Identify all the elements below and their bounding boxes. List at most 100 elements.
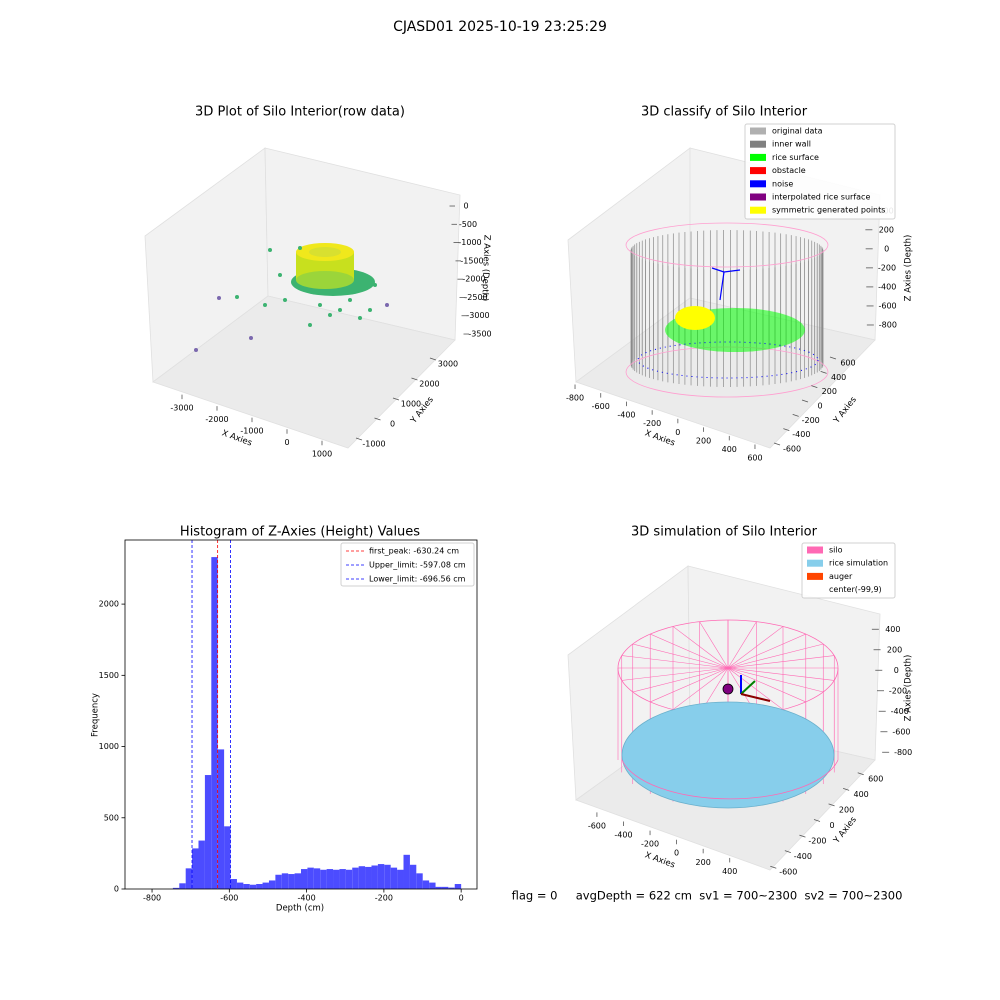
- bar: [403, 854, 410, 889]
- bar: [275, 874, 282, 889]
- x-tick-label: -200: [375, 894, 393, 903]
- bar: [198, 840, 205, 889]
- wire-line: [727, 621, 757, 669]
- noise: [637, 341, 819, 379]
- tick-mark: [843, 787, 850, 791]
- bar: [448, 887, 455, 889]
- bar: [211, 557, 218, 889]
- y-tick-label: 2000: [99, 600, 119, 609]
- rice-simulation: [621, 701, 835, 809]
- z-axis-label: Z Axies (Depth): [904, 235, 914, 302]
- bar: [192, 848, 199, 889]
- silo-outline: [625, 222, 829, 268]
- tick-mark: [411, 377, 418, 381]
- point-cloud: [309, 247, 341, 257]
- legend-label: Upper_limit: -597.08 cm: [369, 561, 466, 570]
- y-tick-label: -600: [783, 445, 801, 454]
- wire-line: [621, 655, 729, 669]
- bar: [288, 874, 295, 889]
- legend-label: noise: [772, 179, 793, 188]
- wire-line: [727, 643, 824, 669]
- z-tick-label: -600: [878, 301, 896, 310]
- bar: [256, 884, 263, 889]
- wire-line: [727, 633, 806, 669]
- x-tick-label: 0: [284, 438, 289, 447]
- wire-line: [672, 626, 729, 669]
- z-tick-label: -500: [459, 220, 477, 229]
- wire-line: [727, 655, 835, 669]
- z-tick-label: -400: [878, 282, 896, 291]
- x-tick-label: -200: [643, 419, 661, 428]
- legend-swatch: [750, 193, 766, 201]
- x-tick-label: 1000: [312, 450, 332, 459]
- bar: [243, 884, 250, 889]
- bar: [397, 869, 404, 889]
- bar: [249, 884, 257, 889]
- pane: [152, 295, 456, 449]
- y-tick-label: 200: [822, 387, 837, 396]
- z-tick-label: -200: [889, 686, 907, 695]
- x-tick-label: 400: [722, 867, 737, 876]
- wire-line: [727, 667, 806, 703]
- z-tick-label: -3500: [468, 330, 491, 339]
- x-tick-label: 0: [675, 428, 680, 437]
- tick-mark: [355, 437, 363, 441]
- legend-swatch: [807, 572, 823, 580]
- bar: [224, 826, 231, 889]
- x-tick-label: 0: [459, 894, 464, 903]
- legend-label: interpolated rice surface: [772, 193, 870, 202]
- x-tick-label: -3000: [170, 404, 193, 413]
- bar: [409, 864, 417, 889]
- z-tick-label: 0: [894, 666, 899, 675]
- x-tick-label: 200: [696, 436, 711, 445]
- wire-line: [650, 667, 729, 703]
- x-tick-label: -600: [220, 894, 238, 903]
- legend-swatch: [750, 140, 766, 148]
- noise: [711, 267, 741, 301]
- x-tick-label: -600: [588, 821, 606, 830]
- x-tick-label: -200: [641, 840, 659, 849]
- wire-line: [727, 626, 784, 669]
- tick-mark: [857, 772, 864, 776]
- tick-mark: [801, 399, 809, 403]
- tick-mark: [770, 865, 777, 869]
- tick-mark: [829, 356, 837, 360]
- bar: [262, 882, 269, 889]
- bar: [333, 869, 340, 889]
- bar: [441, 886, 449, 889]
- bar: [185, 868, 193, 889]
- z-tick-label: -600: [892, 727, 910, 736]
- z-tick-label: -400: [891, 707, 909, 716]
- x-tick-label: 0: [674, 849, 679, 858]
- legend-swatch: [750, 127, 766, 135]
- z-tick-label: 400: [885, 625, 900, 634]
- bar: [371, 865, 378, 889]
- y-tick-label: -400: [794, 852, 812, 861]
- x-tick-label: -600: [592, 402, 610, 411]
- x-tick-label: 400: [722, 445, 737, 454]
- y-tick-label: 1000: [401, 400, 421, 409]
- legend-label: symmetric generated points: [772, 206, 885, 215]
- bar: [345, 869, 353, 889]
- z-tick-label: 0: [884, 244, 889, 253]
- y-tick-label: 0: [390, 420, 395, 429]
- tick-mark: [784, 850, 791, 854]
- z-tick-label: 200: [887, 645, 902, 654]
- bar: [320, 869, 327, 889]
- legend-label: auger: [829, 572, 853, 581]
- bar: [352, 867, 359, 889]
- legend-box: [340, 542, 475, 587]
- tick-mark: [799, 834, 806, 838]
- legend-swatch: [750, 180, 766, 188]
- bar: [204, 775, 212, 889]
- z-tick-label: -200: [878, 263, 896, 272]
- chart-title: 3D Plot of Silo Interior(row data): [195, 105, 405, 120]
- y-tick-label: 3000: [438, 360, 458, 369]
- tick-mark: [429, 357, 437, 361]
- axis-arrow: [740, 693, 771, 702]
- legend-label: first_peak: -630.24 cm: [369, 547, 459, 556]
- bar: [384, 864, 391, 889]
- y-tick-label: 600: [868, 774, 883, 783]
- y-tick-label: -200: [808, 837, 826, 846]
- tick-mark: [773, 442, 781, 446]
